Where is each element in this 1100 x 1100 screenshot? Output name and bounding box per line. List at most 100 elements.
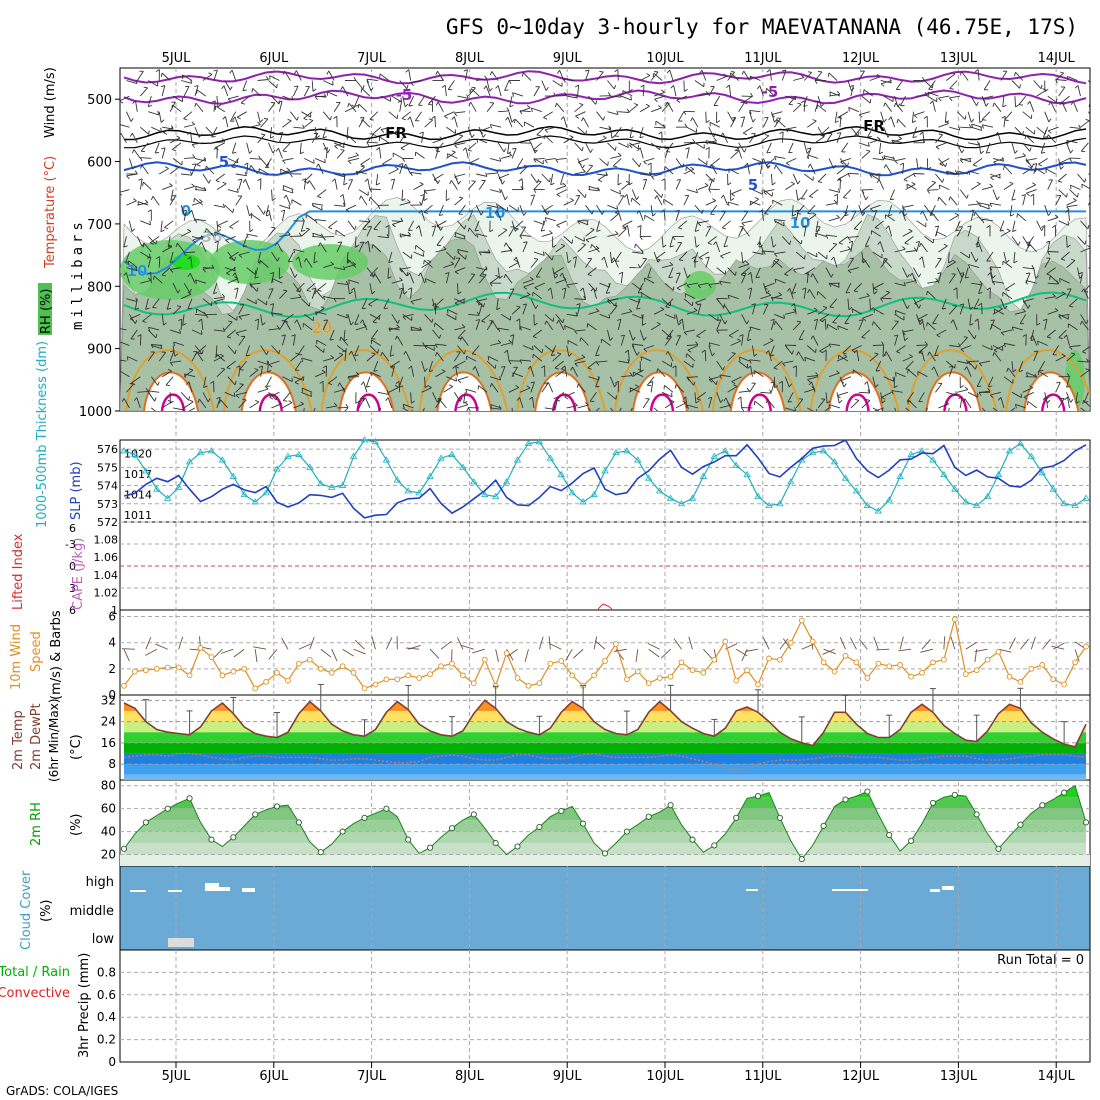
- wind-barb: [607, 391, 617, 400]
- wind-barb-flag: [405, 69, 410, 73]
- wind-barb-flag: [217, 228, 222, 233]
- wind-barb: [388, 111, 398, 120]
- wind-barb-flag: [976, 101, 979, 106]
- wind-barb-flag: [991, 345, 993, 350]
- wind-barb-flag: [704, 182, 709, 186]
- wind-barb-flag: [1022, 301, 1027, 305]
- wind-barb: [437, 101, 444, 112]
- wind-barb: [220, 399, 229, 409]
- wind-barb-flag: [770, 354, 775, 357]
- wind-barb-flag: [861, 336, 866, 339]
- wind-barb-flag: [691, 301, 694, 306]
- wind-barb: [759, 163, 763, 175]
- wind-barb-flag: [362, 228, 367, 231]
- wind-barb-flag: [662, 244, 667, 248]
- wind-barb-flag: [596, 229, 601, 232]
- wind-barb-flag: [947, 417, 951, 419]
- wind-barb: [561, 272, 568, 284]
- isotherm-30-lobe: [649, 393, 675, 411]
- wind-barb-flag: [950, 319, 954, 324]
- rh2m-labels: 2m RH (%): [29, 802, 84, 846]
- wind-barb: [183, 401, 194, 409]
- wind-barb: [151, 344, 163, 346]
- wind-barb: [231, 142, 237, 154]
- wind-barb: [1080, 142, 1089, 152]
- wind-barb: [454, 298, 466, 304]
- wind-barb: [268, 80, 278, 89]
- wind-barb: [269, 127, 272, 139]
- wind-barb: [231, 69, 237, 81]
- wind-barb: [269, 75, 280, 81]
- wind-barb-flag: [838, 399, 843, 404]
- wind-barb-flag: [155, 69, 160, 72]
- contour-label: 10: [127, 262, 148, 280]
- wind-barb-flag: [245, 354, 251, 357]
- wind-barb-flag: [205, 314, 209, 319]
- wind-barb-flag: [885, 225, 890, 230]
- wind-barb: [630, 407, 633, 411]
- wind-barb: [467, 181, 476, 190]
- wind-barb: [814, 136, 825, 144]
- rh-floor: [120, 854, 1090, 866]
- wind-barb-flag: [116, 360, 118, 364]
- wind-barb-flag: [927, 166, 932, 170]
- wind-barb: [257, 134, 266, 144]
- wind-barb-flag: [960, 348, 965, 353]
- wind-barb-flag: [160, 127, 162, 132]
- wind-barb-flag: [959, 303, 964, 306]
- wind-barb-flag: [968, 170, 971, 175]
- wind-barb: [201, 318, 204, 330]
- wind10m-speed-point: [263, 679, 269, 685]
- wind-barb: [1002, 260, 1013, 268]
- wind-barb: [348, 157, 360, 162]
- wind-barb-flag: [1022, 308, 1026, 312]
- wind-barb-flag: [674, 384, 677, 389]
- wind-barb-flag: [436, 398, 440, 403]
- thickness-point: [1049, 485, 1057, 492]
- wind-barb: [354, 345, 360, 356]
- wind-barb-flag: [828, 343, 832, 348]
- wind-barb-flag: [989, 183, 994, 188]
- wind-barb-flag: [634, 384, 639, 388]
- wind-barb: [774, 278, 786, 284]
- wind-barb: [1069, 345, 1081, 348]
- wind-barb-flag: [1014, 150, 1018, 154]
- wind-barb: [291, 199, 302, 206]
- wind-barb: [675, 179, 682, 190]
- wind-barb-flag: [411, 400, 415, 404]
- wind-barb: [505, 242, 513, 253]
- wind-barb: [505, 274, 513, 284]
- wind-barb-flag: [1095, 86, 1097, 90]
- wind-barb-flag: [708, 284, 712, 288]
- date-label-top: 12JUL: [842, 51, 880, 66]
- wind-barb-flag: [530, 194, 535, 197]
- wind-barb-flag: [556, 352, 562, 355]
- thickness-point: [907, 450, 915, 457]
- wind-barb: [299, 142, 302, 154]
- wind-barb: [158, 256, 161, 268]
- wind-barb-flag: [167, 399, 172, 403]
- wind-barb: [599, 313, 610, 319]
- wind-barb-flag: [842, 352, 847, 355]
- wind-barb-flag: [170, 260, 175, 264]
- wind-barb-flag: [618, 412, 619, 416]
- wind-barb: [888, 225, 893, 237]
- wind-barb: [771, 259, 780, 268]
- wind-barb: [158, 111, 162, 123]
- wind-barb: [828, 93, 840, 97]
- wind-barb: [555, 95, 567, 97]
- wind-barb-flag: [1066, 206, 1070, 211]
- wind-barb: [180, 205, 186, 216]
- wind10m-barb: [920, 648, 934, 653]
- wind-barb: [519, 234, 531, 237]
- wind-barb-flag: [424, 385, 429, 389]
- wind-barb: [993, 345, 1005, 351]
- wind-barb-flag: [701, 349, 706, 353]
- wind-barb-flag: [1081, 150, 1086, 153]
- wind-barb: [550, 345, 557, 356]
- wind-barb: [1014, 155, 1026, 159]
- wind-barb: [791, 283, 797, 294]
- wind-barb-flag: [797, 102, 802, 105]
- wind-barb-flag: [664, 147, 669, 150]
- wind-barb: [990, 391, 1002, 396]
